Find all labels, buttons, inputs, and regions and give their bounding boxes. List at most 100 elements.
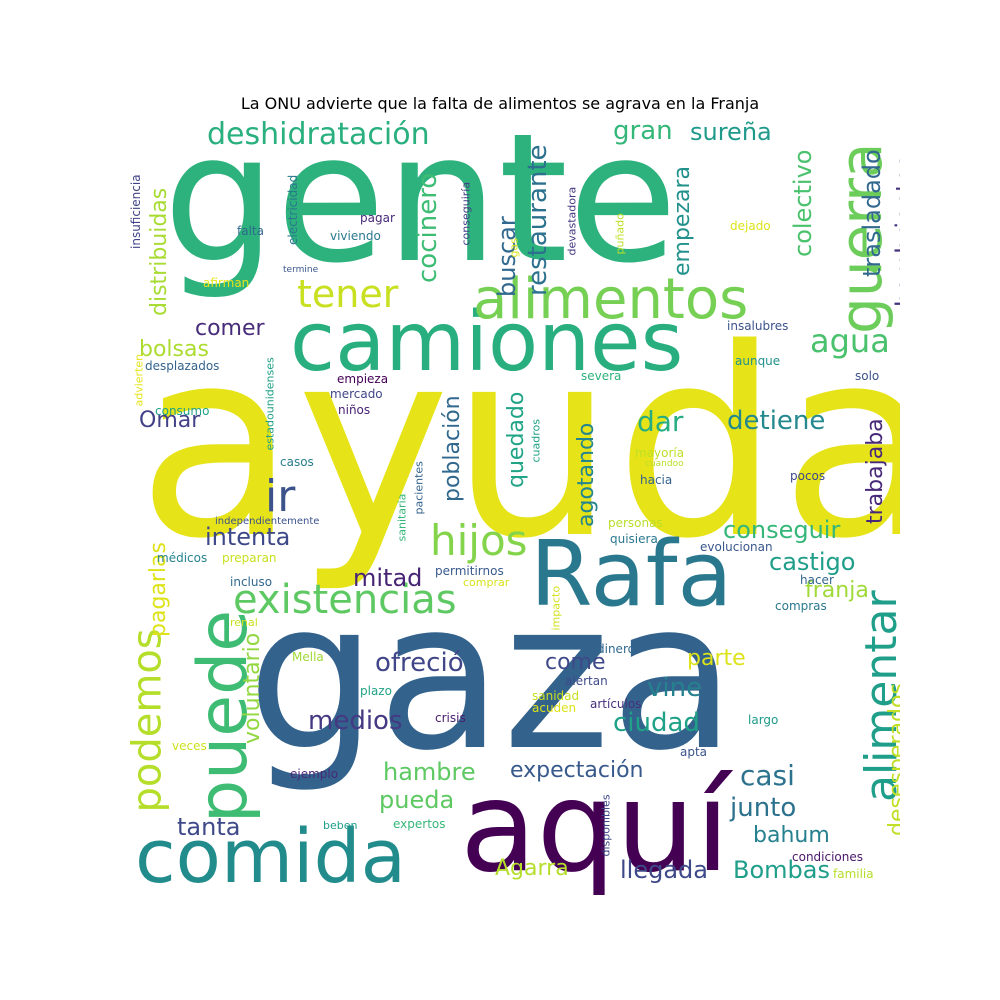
word-cocinero: cocinero [413,172,443,283]
word-poblacion: población [440,395,465,502]
word-hambre: hambre [383,758,476,786]
word-aqui: aquí [460,755,730,895]
word-condiciones: condiciones [792,850,864,864]
word-sanitaria: sanitaria [395,493,409,542]
word-largo: largo [748,713,779,727]
word-empezara: empezara [670,165,695,276]
word-hijos: hijos [430,516,528,565]
word-detiene: detiene [727,406,826,436]
word-pueda: pueda [379,786,455,814]
word-veces: veces [172,739,207,753]
word-sanidad: sanidad [532,689,580,703]
word-insuficiencia: insuficiencia [129,174,143,249]
word-casi: casi [740,759,795,792]
word-viviendo: viviendo [330,229,381,243]
word-mella: Mella [292,650,324,664]
word-parte: parte [687,646,746,671]
word-hacia: hacia [640,473,673,487]
word-gaza: gaza [247,558,736,796]
word-cuadros: cuadros [529,419,543,463]
word-devastadora: devastadora [565,186,579,256]
word-ejemplo: ejemplo [290,767,339,781]
word-bahum: bahum [753,823,830,848]
word-disponibles: disponibles [599,794,613,857]
word-apta: apta [680,745,708,759]
word-crisis: crisis [435,711,466,725]
word-evolucionan: evolucionan [700,540,773,554]
word-bolsas: bolsas [139,337,209,362]
word-dar: dar [637,405,684,438]
word-ninos: niños [338,403,371,417]
word-dinero: dinero [597,642,635,656]
word-expectacion: expectación [510,758,644,783]
word-personas: personas [608,516,663,530]
word-consumo: consumo [155,404,210,418]
word-restaurante: restaurante [523,144,553,296]
word-desplazados: desplazados [145,359,220,373]
word-articulos: artículos [590,697,642,711]
word-alimentos: alimentos [473,267,749,332]
word-medicos: médicos [157,551,208,565]
word-mitad: mitad [353,564,423,592]
word-hacer: hacer [800,573,834,587]
word-preparan: preparan [222,551,277,565]
word-rafa: Rafa [530,522,733,627]
word-tanta: tanta [177,813,241,841]
word-empieza: empieza [337,372,389,386]
word-pacientes: pacientes [412,461,426,515]
word-mayoria: mayoría [635,446,685,460]
word-dejado: dejado [730,219,771,233]
word-plazo: plazo [360,684,392,698]
word-comer: comer [195,316,265,341]
word-cuandoo: cuandoo [645,459,684,469]
word-ayuda: ayuda [137,294,900,596]
word-mercado: mercado [330,387,383,401]
word-alertan: alertan [565,674,608,688]
word-pagar: pagar [360,211,395,225]
word-medios: medios [308,706,403,736]
word-junto: junto [730,793,797,823]
word-surena: sureña [690,120,772,146]
word-ofrecio: ofreció [375,648,464,678]
word-llegada: llegada [620,856,708,884]
word-cloud: ayuda gente gaza camiones aquí Rafa comi… [125,120,900,895]
word-gente: gente [163,120,678,302]
word-agua: agua [810,322,890,360]
word-trasladado: trasladado [858,149,886,277]
word-renal: renal [230,616,258,629]
word-distribuidas: distribuidas [147,187,172,316]
word-solo: solo [855,369,880,383]
word-desesperados: desesperados [885,683,900,836]
word-omar: Omar [139,408,201,433]
word-incluso: incluso [230,575,273,589]
word-advierten: advierten [132,353,146,407]
word-falta: falta [237,224,264,238]
chart-title: La ONU advierte que la falta de alimento… [240,94,760,113]
word-trabajaba: trabajaba [863,418,888,524]
word-pagarlas: pagarlas [146,542,171,637]
word-severa: severa [581,369,622,383]
word-independientemente: independientemente [215,516,320,527]
word-deshidratacion: deshidratación [207,120,430,152]
word-conseguiria: conseguiría [459,181,473,246]
word-camiones: camiones [290,295,684,390]
word-bombas: Bombas [733,856,830,884]
word-casos: casos [280,455,314,469]
word-existencias: existencias [233,577,457,623]
word-come: come [545,650,606,675]
word-afirman: afirman [203,276,250,290]
word-quisiera: quisiera [610,532,658,546]
word-beben: beben [323,819,358,832]
word-termine: termine [283,265,319,275]
word-vine: vine [647,673,703,703]
word-impacto: impacto [549,585,563,631]
word-castigo: castigo [769,548,856,576]
word-hambrientos: hambrientos [891,155,900,307]
word-gas: gas [507,238,521,258]
word-acuden: acuden [532,701,577,715]
word-colectivo: colectivo [789,149,817,257]
word-intenta: intenta [205,523,291,551]
word-conseguir: conseguir [723,516,841,544]
word-punado: puñado [613,213,627,255]
word-agarra: Agarra [495,856,569,881]
